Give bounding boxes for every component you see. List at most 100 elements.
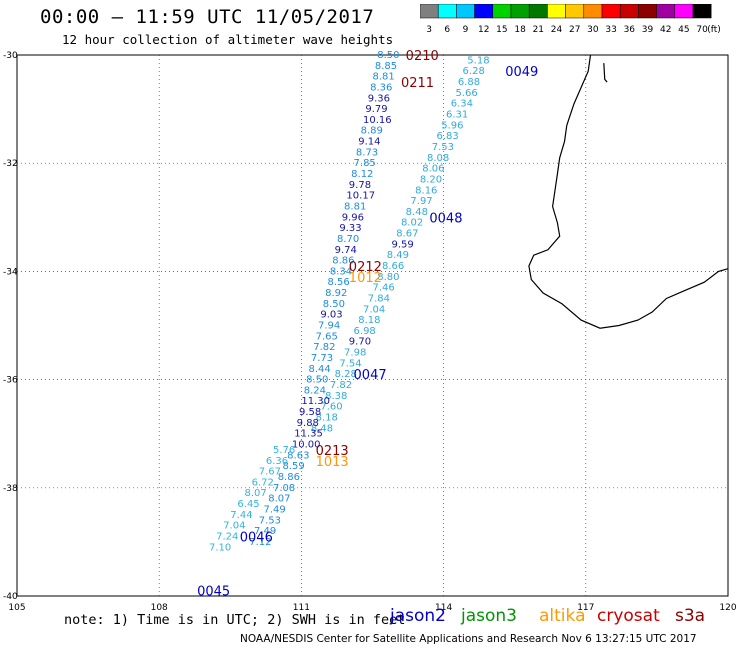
wave-height-value: 8.02: [401, 218, 423, 229]
scale-label: 27: [569, 25, 580, 35]
scale-swatch: [692, 4, 712, 19]
wave-height-value: 7.84: [368, 293, 390, 304]
wave-height-value: 7.49: [263, 504, 285, 515]
lon-label: 114: [435, 603, 452, 613]
legend-sat-altika: altika: [539, 606, 586, 626]
pass-label: 0210: [406, 49, 439, 64]
wave-height-value: 6.28: [463, 66, 485, 77]
lon-label: 111: [293, 603, 310, 613]
wave-height-value: 7.65: [316, 331, 338, 342]
wave-height-value: 8.34: [330, 266, 352, 277]
lat-label: -40: [3, 592, 18, 602]
wave-height-value: 7.73: [311, 353, 333, 364]
wave-height-value: 7.12: [249, 537, 271, 548]
wave-height-value: 8.12: [351, 169, 373, 180]
wave-height-value: 7.08: [273, 483, 295, 494]
wave-height-value: 8.63: [287, 450, 309, 461]
wave-height-value: 8.24: [304, 385, 326, 396]
wave-height-value: 8.44: [309, 364, 331, 375]
legend-sat-s3a: s3a: [675, 606, 706, 626]
wave-height-value: 7.10: [209, 542, 231, 553]
wave-height-value: 6.72: [252, 477, 274, 488]
wave-height-value: 8.85: [375, 61, 397, 72]
wave-height-value: 5.66: [455, 88, 477, 99]
wave-height-value: 6.88: [458, 77, 480, 88]
wave-height-value: 8.06: [422, 164, 444, 175]
wave-height-value: 9.88: [297, 418, 319, 429]
wave-height-value: 8.07: [245, 488, 267, 499]
wave-height-value: 8.36: [370, 82, 392, 93]
wave-height-value: 8.86: [332, 256, 354, 267]
legend-sat-cryosat: cryosat: [597, 606, 660, 626]
coastline: [528, 54, 729, 329]
wave-height-value: 9.58: [299, 407, 321, 418]
pass-label: 0211: [401, 76, 434, 91]
wave-height-value: 9.33: [339, 223, 361, 234]
wave-height-value: 7.04: [363, 304, 385, 315]
wave-height-value: 11.30: [301, 396, 330, 407]
lat-label: -38: [3, 484, 18, 494]
wave-height-value: 5.96: [441, 120, 463, 131]
wave-height-value: 8.89: [361, 126, 383, 137]
wave-height-value: 6.31: [446, 110, 468, 121]
scale-label: 33: [605, 25, 616, 35]
pass-label: 0047: [354, 368, 387, 383]
scale-label: 9: [463, 25, 469, 35]
wave-height-value: 7.24: [216, 531, 238, 542]
scale-label: 18: [514, 25, 526, 35]
wave-height-value: 9.96: [342, 212, 364, 223]
pass-label: 0049: [505, 65, 538, 80]
wave-height-value: 7.54: [339, 358, 361, 369]
page-subtitle: 12 hour collection of altimeter wave hei…: [62, 32, 394, 47]
lon-label: 117: [577, 603, 594, 613]
footer-credit: NOAA/NESDIS Center for Satellite Applica…: [240, 633, 697, 645]
scale-unit: (ft): [707, 25, 721, 35]
wave-height-value: 8.80: [377, 272, 399, 283]
wave-height-value: 11.35: [294, 429, 323, 440]
wave-height-value: 7.53: [432, 142, 454, 153]
wave-height-value: 8.56: [327, 277, 349, 288]
wave-height-value: 9.70: [349, 337, 371, 348]
wave-height-value: 7.94: [318, 321, 340, 332]
wave-height-value: 7.98: [344, 348, 366, 359]
wave-height-value: 10.16: [363, 115, 392, 126]
scale-label: 39: [642, 25, 654, 35]
wave-height-value: 9.36: [368, 93, 390, 104]
wave-height-value: 8.86: [278, 472, 300, 483]
wave-height-value: 5.18: [467, 55, 489, 66]
lat-label: -34: [3, 267, 18, 277]
wave-height-value: 8.16: [415, 185, 437, 196]
lon-label: 105: [8, 603, 25, 613]
wave-height-value: 7.46: [373, 283, 395, 294]
wave-height-value: 10.17: [346, 191, 375, 202]
scale-label: 70: [696, 25, 708, 35]
wave-height-value: 8.81: [344, 201, 366, 212]
island: [603, 63, 608, 83]
wave-height-value: 8.20: [420, 174, 442, 185]
wave-height-value: 7.82: [330, 380, 352, 391]
wave-height-value: 8.08: [427, 153, 449, 164]
lat-label: -30: [3, 51, 18, 61]
wave-height-value: 8.70: [337, 234, 359, 245]
wave-height-value: 9.03: [320, 310, 342, 321]
wave-height-value: 9.14: [358, 137, 380, 148]
scale-label: 36: [624, 25, 636, 35]
legend-sat-jason3: jason3: [461, 606, 517, 626]
scale-label: 30: [587, 25, 599, 35]
wave-height-value: 9.78: [349, 180, 371, 191]
wave-height-value: 8.18: [316, 412, 338, 423]
wave-height-value: 8.49: [387, 250, 409, 261]
wave-height-value: 8.67: [396, 229, 418, 240]
wave-height-value: 6.83: [436, 131, 458, 142]
wave-height-value: 8.59: [282, 461, 304, 472]
color-scale-bar: 3 6 9 12 15 18 21 24 27 30 33 36 39 42 45 70 (ft): [420, 4, 721, 35]
wave-height-value: 8.50: [306, 375, 328, 386]
scale-label: 21: [533, 25, 544, 35]
wave-height-value: 5.76: [273, 445, 295, 456]
wave-height-value: 6.36: [266, 456, 288, 467]
page-title: 00:00 – 11:59 UTC 11/05/2017: [40, 6, 375, 28]
wave-height-value: 8.50: [323, 299, 345, 310]
wave-height-value: 9.79: [365, 104, 387, 115]
wave-height-value: 7.60: [320, 402, 342, 413]
